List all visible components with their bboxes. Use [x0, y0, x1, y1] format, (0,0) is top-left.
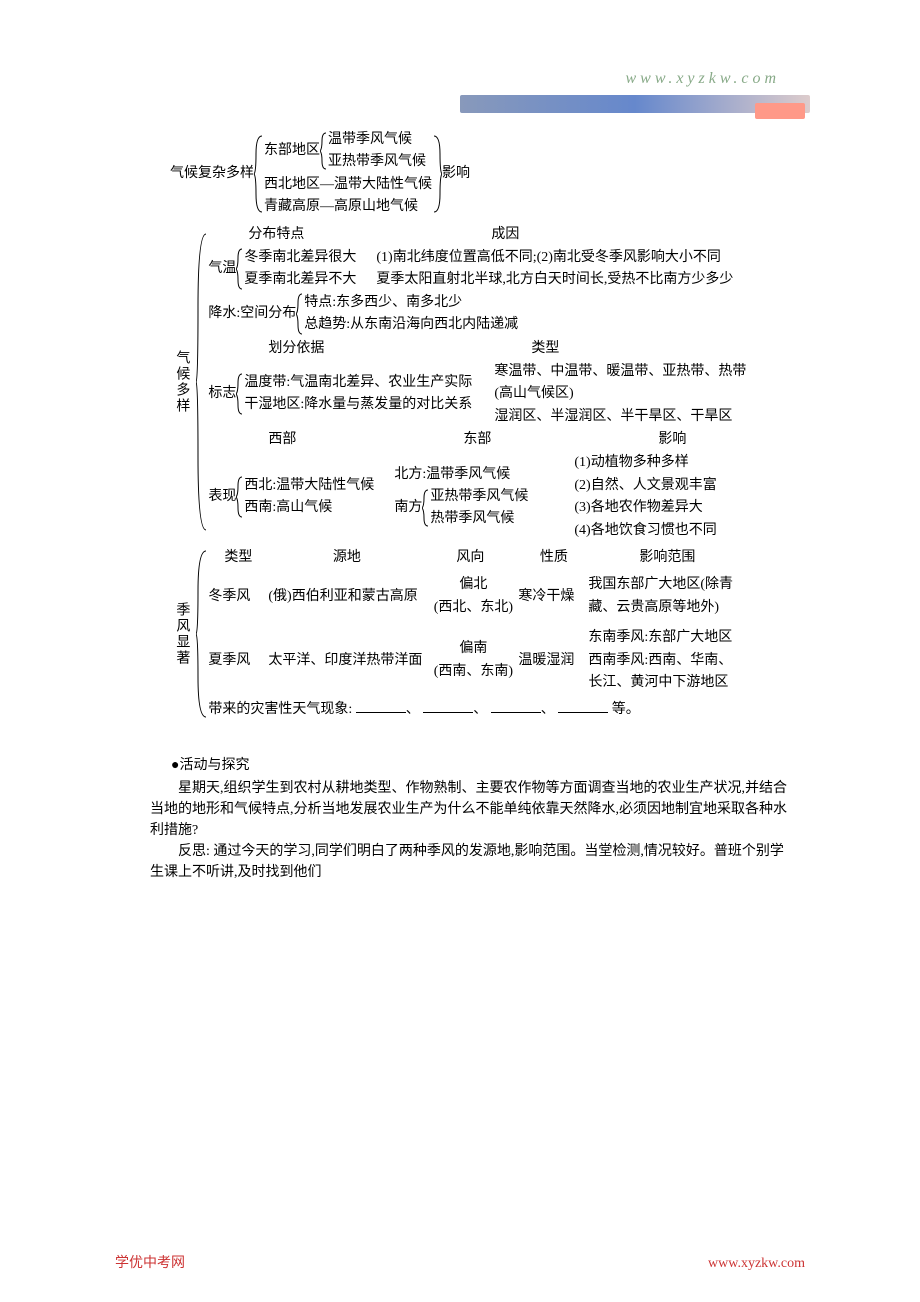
- winter-diff: 冬季南北差异很大: [244, 250, 356, 265]
- brace-icon: [196, 232, 208, 532]
- main-diagram: 气候复杂多样 东部地区 温带季风气候 亚热带季风气候 西北地区—温带大陆性气候 …: [170, 125, 790, 727]
- mh-type: 类型: [208, 547, 268, 569]
- mh-range: 影响范围: [592, 547, 742, 569]
- brace-icon: [422, 488, 430, 528]
- marker-label: 标志: [208, 383, 236, 405]
- activity-heading: ●活动与探究: [150, 755, 790, 776]
- effect-2: (2)自然、人文景观丰富: [574, 475, 716, 497]
- blank-field[interactable]: [491, 699, 541, 713]
- west-header: 西部: [268, 432, 296, 447]
- activity-paragraph-2: 反思: 通过今天的学习,同学们明白了两种季风的发源地,影响范围。当堂检测,情况较…: [150, 841, 790, 883]
- summer-cause: 夏季太阳直射北半球,北方白天时间长,受热不比南方少多少: [376, 272, 733, 287]
- winter-dir-sub: (西北、东北): [428, 597, 518, 619]
- dist-header: 分布特点: [248, 227, 304, 242]
- activity-paragraph-1: 星期天,组织学生到农村从耕地类型、作物熟制、主要农作物等方面调查当地的农业生产状…: [150, 778, 790, 841]
- climate-diverse-block: 气候复杂多样 东部地区 温带季风气候 亚热带季风气候 西北地区—温带大陆性气候 …: [170, 129, 790, 219]
- disaster-end: 等。: [612, 702, 640, 717]
- marker-block: 标志 温度带:气温南北差异、农业生产实际 干湿地区:降水量与蒸发量的对比关系 寒…: [208, 361, 768, 428]
- east-header: 东部: [463, 432, 491, 447]
- show-label: 表现: [208, 486, 236, 508]
- mh-nature: 性质: [519, 547, 589, 569]
- precip-label: 降水:空间分布: [208, 303, 296, 325]
- marker-types3: 湿润区、半湿润区、半干旱区、干旱区: [494, 406, 746, 428]
- precip-feature: 特点:东多西少、南多北少: [304, 292, 518, 314]
- summer-monsoon-row: 夏季风 太平洋、印度洋热带洋面 偏南 (西南、东南) 温暖湿润 东南季风:东部广…: [208, 627, 768, 694]
- summer-type: 夏季风: [208, 650, 268, 672]
- marker-types2: (高山气候区): [494, 383, 746, 405]
- brace-icon: [320, 131, 328, 171]
- show-south1: 亚热带季风气候: [430, 486, 528, 508]
- climate-diverse-label: 气候复杂多样: [170, 163, 254, 185]
- blank-field[interactable]: [356, 699, 406, 713]
- marker-temp-zone: 温度带:气温南北差异、农业生产实际: [244, 372, 474, 394]
- show-west-sw: 西南:高山气候: [244, 497, 394, 519]
- body-text-section: ●活动与探究 星期天,组织学生到农村从耕地类型、作物熟制、主要农作物等方面调查当…: [150, 755, 790, 883]
- winter-monsoon-row: 冬季风 (俄)西伯利亚和蒙古高原 偏北 (西北、东北) 寒冷干燥 我国东部广大地…: [208, 574, 768, 619]
- climate-varied-block: 气候多样 分布特点 成因 气温 冬季南北差异很大 (1)南北纬度位置高低不同;(2…: [170, 223, 790, 542]
- disaster-row: 带来的灾害性天气现象: 、 、 、 等。: [208, 699, 768, 721]
- winter-causes: (1)南北纬度位置高低不同;(2)南北受冬季风影响大小不同: [376, 250, 721, 265]
- monsoon-headers: 类型 源地 风向 性质 影响范围: [208, 547, 768, 569]
- mh-direction: 风向: [425, 547, 515, 569]
- precip-block: 降水:空间分布 特点:东多西少、南多北少 总趋势:从东南沿海向西北内陆递减: [208, 292, 768, 337]
- east-region-label: 东部地区: [264, 140, 320, 162]
- footer-left: 学优中考网: [115, 1252, 185, 1272]
- east-climate-1: 温带季风气候: [328, 129, 426, 151]
- climate-varied-label: 气候多样: [170, 350, 192, 414]
- northwest-climate: 西北地区—温带大陆性气候: [264, 174, 432, 196]
- marker-wet-zone: 干湿地区:降水量与蒸发量的对比关系: [244, 394, 474, 416]
- watermark-url: www.xyzkw.com: [626, 70, 781, 88]
- brace-icon: [236, 372, 244, 416]
- temp-label: 气温: [208, 258, 236, 280]
- summer-source: 太平洋、印度洋热带洋面: [268, 650, 428, 672]
- show-south2: 热带季风气候: [430, 508, 528, 530]
- show-north: 北方:温带季风气候: [394, 464, 574, 486]
- winter-range: 我国东部广大地区(除青藏、云贵高原等地外): [588, 574, 748, 619]
- summer-dir: 偏南: [428, 638, 518, 660]
- west-east-affect-header: 西部 东部 影响: [208, 429, 768, 451]
- winter-nature: 寒冷干燥: [518, 586, 588, 608]
- marker-types1: 寒温带、中温带、暖温带、亚热带、热带: [494, 361, 746, 383]
- affect-header: 影响: [658, 432, 686, 447]
- brace-right-icon: [432, 134, 442, 214]
- show-west-nw: 西北:温带大陆性气候: [244, 475, 394, 497]
- monsoon-block: 季风显著 类型 源地 风向 性质 影响范围 冬季风 (俄)西伯利亚和蒙古高原 偏…: [170, 546, 790, 723]
- show-block: 表现 西北:温带大陆性气候 西南:高山气候 北方:温带季风气候 南方 亚热带季风…: [208, 452, 768, 542]
- east-climate-2: 亚热带季风气候: [328, 151, 426, 173]
- summer-nature: 温暖湿润: [518, 650, 588, 672]
- header-decoration-tab: [755, 103, 805, 119]
- summer-dir-sub: (西南、东南): [428, 661, 518, 683]
- winter-dir: 偏北: [428, 574, 518, 596]
- summer-range3: 长江、黄河中下游地区: [588, 672, 758, 694]
- blank-field[interactable]: [423, 699, 473, 713]
- blank-field[interactable]: [558, 699, 608, 713]
- summer-range1: 东南季风:东部广大地区: [588, 627, 758, 649]
- dist-cause-header: 分布特点 成因: [208, 224, 768, 246]
- brace-icon: [236, 475, 244, 519]
- footer-right: www.xyzkw.com: [708, 1256, 805, 1272]
- summer-range2: 西南季风:西南、华南、: [588, 650, 758, 672]
- mh-source: 源地: [272, 547, 422, 569]
- show-south-label: 南方: [394, 497, 422, 519]
- brace-icon: [254, 134, 264, 214]
- effect-3: (3)各地农作物差异大: [574, 497, 716, 519]
- effect-1: (1)动植物多种多样: [574, 452, 716, 474]
- disaster-label: 带来的灾害性天气现象:: [208, 702, 352, 717]
- brace-icon: [296, 292, 304, 336]
- effect-4: (4)各地饮食习惯也不同: [574, 520, 716, 542]
- brace-icon: [236, 247, 244, 291]
- winter-type: 冬季风: [208, 586, 268, 608]
- affect-label: 影响: [442, 163, 470, 185]
- cause-header: 成因: [491, 227, 519, 242]
- temp-block: 气温 冬季南北差异很大 (1)南北纬度位置高低不同;(2)南北受冬季风影响大小不同…: [208, 247, 768, 292]
- qinghai-climate: 青藏高原—高原山地气候: [264, 196, 432, 218]
- criteria-type-header: 划分依据 类型: [208, 338, 768, 360]
- brace-icon: [196, 549, 208, 719]
- type-header: 类型: [531, 341, 559, 356]
- precip-trend: 总趋势:从东南沿海向西北内陆递减: [304, 314, 518, 336]
- monsoon-label: 季风显著: [170, 602, 192, 666]
- winter-source: (俄)西伯利亚和蒙古高原: [268, 586, 428, 608]
- summer-diff: 夏季南北差异不大: [244, 272, 356, 287]
- criteria-header: 划分依据: [268, 341, 324, 356]
